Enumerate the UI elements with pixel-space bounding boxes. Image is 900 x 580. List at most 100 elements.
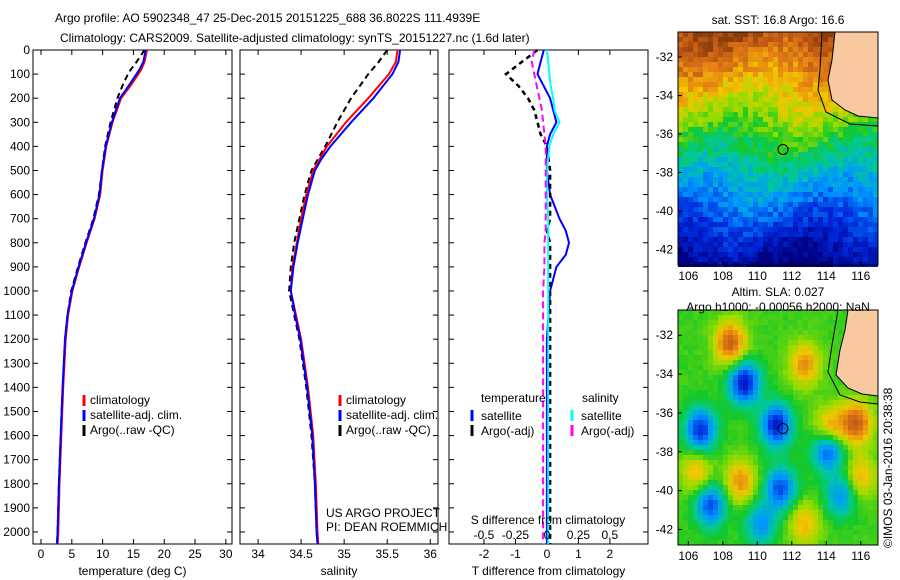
x-tick-label: 25 <box>188 547 202 561</box>
map-cell <box>733 117 738 122</box>
map-cell <box>708 380 713 385</box>
map-cell <box>853 455 858 460</box>
map-cell <box>733 212 738 217</box>
map-cell <box>833 122 838 127</box>
map-cell <box>683 510 688 515</box>
map-cell <box>803 345 808 350</box>
map-cell <box>748 470 753 475</box>
map-cell <box>738 187 743 192</box>
map-cell <box>793 420 798 425</box>
map-cell <box>773 435 778 440</box>
map-cell <box>788 355 793 360</box>
map-cell <box>723 32 728 37</box>
map-cell <box>873 525 878 530</box>
map-cell <box>793 52 798 57</box>
map-cell <box>813 520 818 525</box>
map-cell <box>708 435 713 440</box>
map-cell <box>778 122 783 127</box>
map-cell <box>713 460 718 465</box>
map-cell <box>718 177 723 182</box>
map-cell <box>708 430 713 435</box>
map-cell <box>688 470 693 475</box>
map-cell <box>868 520 873 525</box>
map-cell <box>763 320 768 325</box>
map-cell <box>798 107 803 112</box>
map-cell <box>708 37 713 42</box>
map-cell <box>793 227 798 232</box>
map-cell <box>853 227 858 232</box>
map-cell <box>768 232 773 237</box>
map-cell <box>718 350 723 355</box>
map-cell <box>793 147 798 152</box>
map-cell <box>788 485 793 490</box>
map-cell <box>808 310 813 315</box>
map-cell <box>748 127 753 132</box>
map-cell <box>858 192 863 197</box>
map-cell <box>803 232 808 237</box>
map-cell <box>693 325 698 330</box>
map-cell <box>783 177 788 182</box>
map-cell <box>718 380 723 385</box>
map-cell <box>828 32 833 37</box>
map-cell <box>823 465 828 470</box>
map-cell <box>763 57 768 62</box>
map-cell <box>873 137 878 142</box>
map-cell <box>838 207 843 212</box>
map-cell <box>823 82 828 87</box>
map-cell <box>738 415 743 420</box>
map-cell <box>833 117 838 122</box>
map-cell <box>753 252 758 257</box>
map-cell <box>683 122 688 127</box>
map-cell <box>758 425 763 430</box>
map-cell <box>778 97 783 102</box>
map-cell <box>798 137 803 142</box>
map-cell <box>688 57 693 62</box>
map-cell <box>693 167 698 172</box>
map-cell <box>738 92 743 97</box>
map-cell <box>818 32 823 37</box>
map-cell <box>733 257 738 262</box>
map-cell <box>813 395 818 400</box>
map-cell <box>823 132 828 137</box>
map-cell <box>768 222 773 227</box>
map-cell <box>788 400 793 405</box>
map-cell <box>793 540 798 545</box>
map-cell <box>738 147 743 152</box>
map-cell <box>798 330 803 335</box>
map-cell <box>748 385 753 390</box>
map-cell <box>788 67 793 72</box>
y-tick-label: 2000 <box>3 525 30 539</box>
map-cell <box>758 77 763 82</box>
map-cell <box>833 480 838 485</box>
map-cell <box>728 520 733 525</box>
map-cell <box>728 380 733 385</box>
x-tick-label: 10 <box>96 547 110 561</box>
map-cell <box>753 82 758 87</box>
map-cell <box>738 430 743 435</box>
map-cell <box>713 152 718 157</box>
map-cell <box>843 152 848 157</box>
map-cell <box>823 360 828 365</box>
map-cell <box>793 350 798 355</box>
map-cell <box>738 400 743 405</box>
map-cell <box>703 172 708 177</box>
map-cell <box>683 172 688 177</box>
map-cell <box>833 107 838 112</box>
map-cell <box>688 420 693 425</box>
map-cell <box>733 57 738 62</box>
map-cell <box>748 247 753 252</box>
map-cell <box>768 505 773 510</box>
map-cell <box>753 515 758 520</box>
map-cell <box>803 350 808 355</box>
map-cell <box>793 365 798 370</box>
map-cell <box>778 340 783 345</box>
map-cell <box>823 470 828 475</box>
map-cell <box>693 330 698 335</box>
map-cell <box>823 345 828 350</box>
map-cell <box>683 405 688 410</box>
map-cell <box>723 62 728 67</box>
map-cell <box>818 405 823 410</box>
map-cell <box>838 122 843 127</box>
map-cell <box>678 242 683 247</box>
map-cell <box>828 320 833 325</box>
